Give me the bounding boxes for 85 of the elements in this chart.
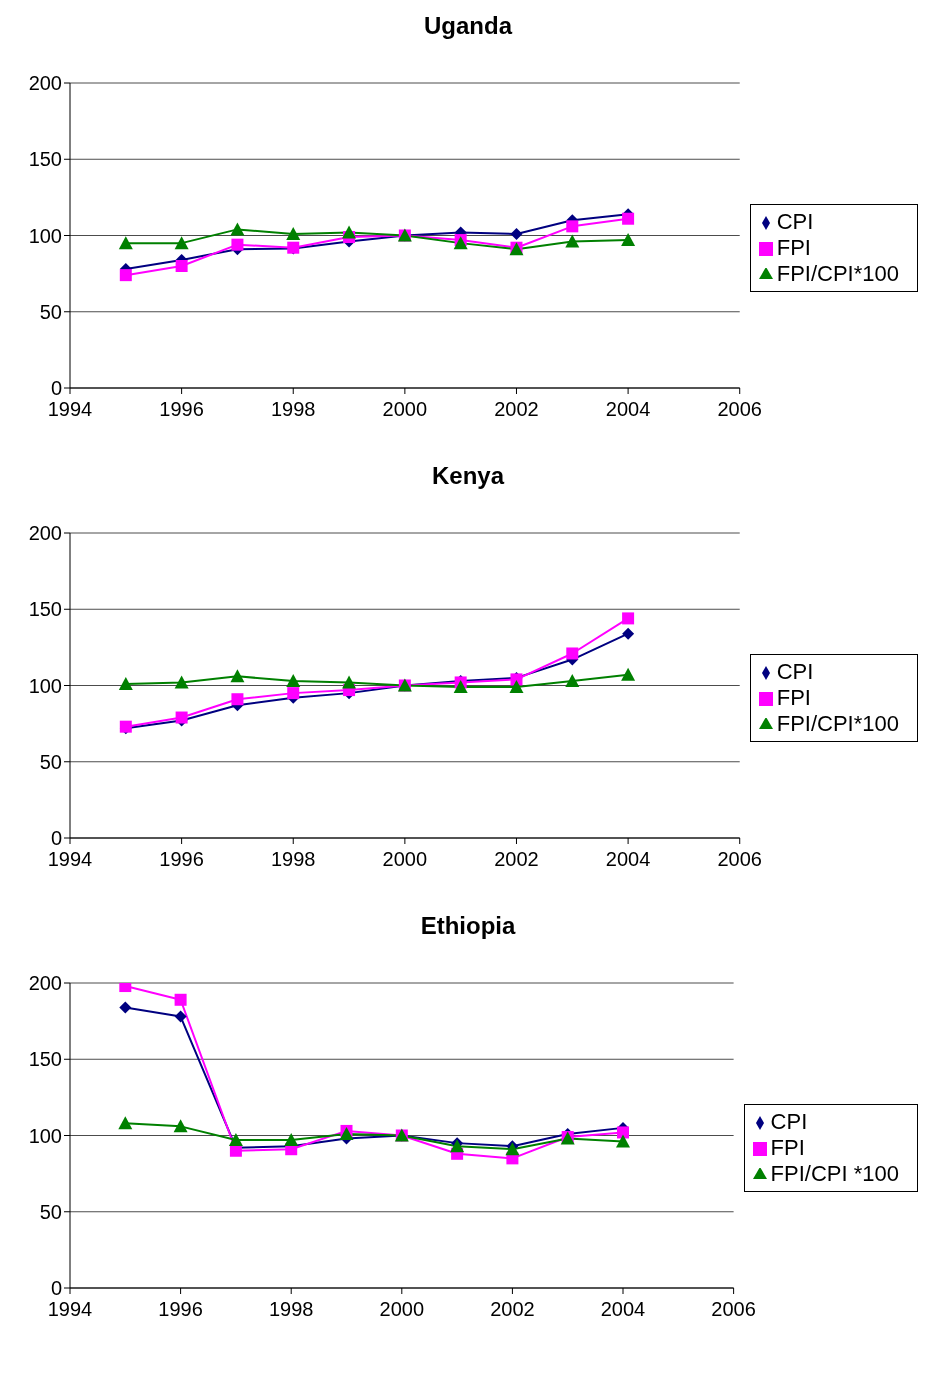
legend-label: FPI: [776, 685, 811, 710]
legend-label: FPI/CPI*100: [776, 711, 899, 736]
point: [621, 233, 636, 247]
y-tick-label: 100: [28, 674, 62, 697]
point: [173, 1119, 188, 1133]
legend-label: FPI/CPI *100: [770, 1161, 899, 1186]
x-tick-label: 2000: [382, 848, 428, 871]
chart-title: Kenya: [430, 461, 506, 491]
y-tick-label: 50: [39, 750, 62, 773]
y-tick-label: 200: [28, 522, 62, 545]
y-tick-label: 100: [28, 224, 62, 247]
point: [566, 647, 579, 660]
point: [230, 669, 245, 683]
x-tick-label: 1996: [159, 848, 204, 871]
point: [174, 236, 189, 250]
point: [230, 222, 245, 236]
x-tick-label: 2002: [490, 1298, 535, 1321]
x-tick-label: 1996: [158, 1298, 203, 1321]
point: [174, 675, 189, 689]
chart-title: Uganda: [423, 11, 514, 41]
x-tick-label: 2002: [494, 848, 539, 871]
point: [622, 212, 635, 225]
y-tick-label: 200: [28, 72, 62, 95]
point: [231, 693, 244, 706]
x-tick-label: 1994: [47, 398, 93, 421]
point: [621, 667, 636, 681]
y-tick-label: 50: [39, 1200, 62, 1223]
y-tick-label: 0: [50, 377, 62, 400]
point: [342, 225, 357, 239]
legend-label: FPI/CPI*100: [776, 261, 899, 286]
x-tick-label: 1996: [159, 398, 204, 421]
x-tick-label: 2000: [382, 398, 428, 421]
y-tick-label: 50: [39, 300, 62, 323]
point: [118, 1116, 133, 1130]
legend-label: CPI: [770, 1109, 808, 1134]
point: [174, 1010, 187, 1023]
point: [510, 227, 523, 240]
x-tick-label: 1994: [47, 1298, 93, 1321]
chart-title: Ethiopia: [419, 911, 517, 941]
legend-label: CPI: [776, 209, 814, 234]
point: [119, 983, 132, 993]
y-tick-label: 150: [28, 598, 62, 621]
point: [284, 1133, 299, 1147]
x-tick-label: 2004: [600, 1298, 646, 1321]
point: [509, 680, 524, 694]
x-tick-label: 2004: [605, 398, 651, 421]
x-tick-label: 1998: [270, 398, 316, 421]
point: [118, 676, 133, 690]
point: [616, 1134, 631, 1148]
y-tick-label: 150: [28, 1048, 62, 1071]
point: [119, 1001, 132, 1014]
point: [622, 612, 635, 625]
point: [286, 226, 301, 240]
y-tick-label: 100: [28, 1124, 62, 1147]
x-tick-label: 2006: [717, 848, 762, 871]
x-tick-label: 2004: [605, 848, 651, 871]
y-tick-label: 0: [50, 827, 62, 850]
x-tick-label: 1998: [268, 1298, 314, 1321]
x-tick-label: 1998: [270, 848, 316, 871]
x-tick-label: 2006: [717, 398, 762, 421]
legend-label: FPI: [776, 235, 811, 260]
point: [119, 269, 132, 282]
x-tick-label: 2000: [379, 1298, 425, 1321]
point: [287, 687, 300, 700]
point: [622, 627, 635, 640]
point: [565, 673, 580, 687]
y-tick-label: 150: [28, 148, 62, 171]
point: [286, 673, 301, 687]
y-tick-label: 0: [50, 1277, 62, 1300]
point: [231, 238, 244, 251]
point: [118, 236, 133, 250]
point: [174, 993, 187, 1006]
x-tick-label: 2002: [494, 398, 539, 421]
x-tick-label: 1994: [47, 848, 93, 871]
point: [228, 1133, 243, 1147]
point: [453, 680, 468, 694]
y-tick-label: 200: [28, 972, 62, 995]
point: [565, 234, 580, 248]
legend-label: FPI: [770, 1135, 805, 1160]
point: [175, 260, 188, 272]
legend-label: CPI: [776, 659, 814, 684]
x-tick-label: 2006: [711, 1298, 756, 1321]
point: [617, 1126, 630, 1139]
point: [566, 220, 579, 233]
point: [342, 675, 357, 689]
